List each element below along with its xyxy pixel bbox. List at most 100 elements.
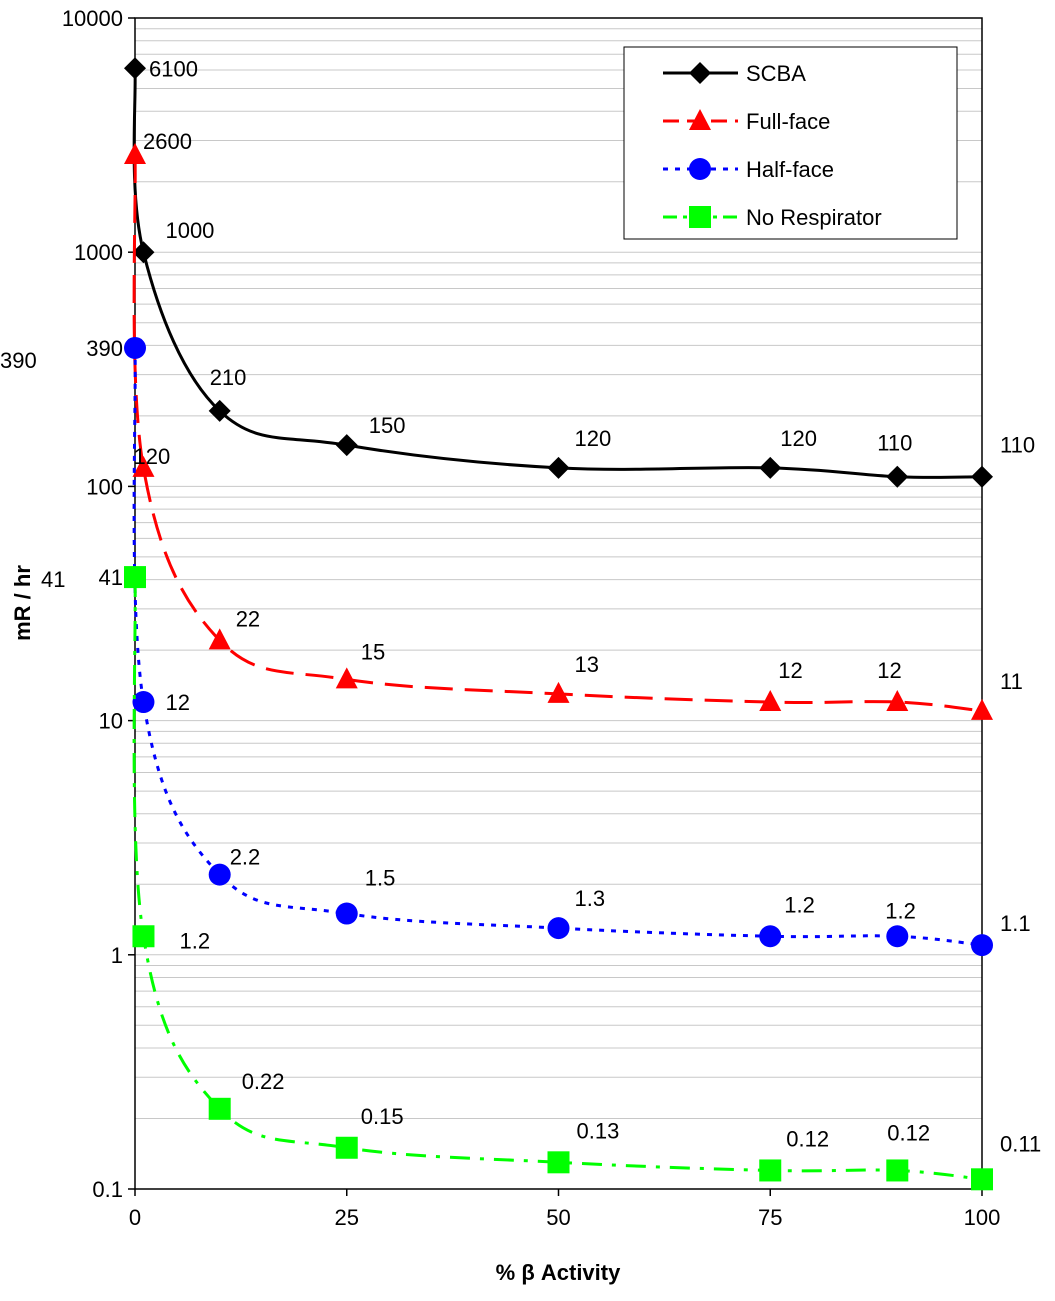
point-square: [335, 1136, 358, 1159]
data-label: 110: [1000, 433, 1035, 458]
data-label: 12: [165, 690, 189, 715]
y-tick-label: 0.1: [92, 1177, 123, 1202]
y-tick-label: 100: [86, 474, 123, 499]
point-square: [132, 925, 155, 948]
series-line: [132, 347, 983, 947]
data-label: 22: [236, 606, 260, 631]
data-label: 1.1: [1000, 911, 1031, 936]
data-label: 1.3: [575, 886, 606, 911]
x-tick-label: 25: [335, 1205, 359, 1230]
point-triangle: [971, 698, 993, 720]
x-tick-label: 50: [546, 1205, 570, 1230]
point-diamond: [335, 434, 358, 457]
point-diamond: [886, 465, 909, 488]
point-triangle: [689, 109, 711, 130]
point-diamond: [208, 399, 231, 422]
point-circle: [759, 925, 782, 948]
point-circle: [689, 158, 711, 180]
data-label: 1000: [165, 218, 214, 243]
legend-item: Full-face: [663, 109, 830, 134]
data-label: 1.2: [179, 928, 210, 953]
x-axis-title: % β Activity: [496, 1260, 621, 1285]
y-axis-title: mR / hr: [10, 565, 35, 641]
point-triangle: [886, 690, 909, 712]
legend-item: No Respirator: [663, 205, 882, 230]
legend-item: Half-face: [663, 157, 834, 182]
data-label: 2.2: [230, 845, 261, 870]
point-circle: [208, 863, 231, 886]
point-triangle: [335, 667, 358, 689]
data-label: 1.5: [365, 866, 396, 891]
data-label: 0.12: [887, 1120, 930, 1145]
point-square: [547, 1151, 570, 1174]
x-tick-label: 75: [758, 1205, 782, 1230]
data-label: 15: [361, 639, 385, 664]
point-diamond: [547, 456, 570, 479]
point-square: [886, 1159, 909, 1182]
point-circle: [124, 336, 146, 359]
data-label: 11: [1000, 669, 1023, 694]
data-label: 120: [575, 426, 612, 451]
data-label: 0.22: [242, 1069, 285, 1094]
point-circle: [547, 917, 570, 940]
point-diamond: [759, 456, 782, 479]
y-tick-label: 390: [86, 336, 123, 361]
y-tick-label: 10000: [62, 6, 123, 31]
series-no-respirator: [124, 566, 993, 1191]
point-circle: [132, 691, 155, 714]
axis-layer: 10000 1000 390 100 41 10 1 0.10 25 50 75 100: [62, 6, 1001, 1230]
data-label: 1.2: [784, 892, 815, 917]
series-half-face: [124, 336, 993, 957]
data-label: 0.15: [361, 1104, 404, 1129]
data-label: 120: [780, 426, 817, 451]
point-triangle: [547, 681, 570, 703]
y-tick-label: 1: [111, 943, 123, 968]
data-label: 12: [778, 658, 802, 683]
series-full-face: [124, 143, 993, 720]
point-square: [124, 566, 146, 589]
legend-label: Half-face: [746, 157, 834, 182]
data-label: 2600: [143, 129, 192, 154]
point-triangle: [759, 690, 782, 712]
y-tick-label: 10: [99, 709, 123, 734]
legend-box: [623, 46, 958, 240]
point-diamond: [689, 62, 711, 84]
x-tick-label: 100: [964, 1205, 1001, 1230]
point-diamond: [124, 57, 146, 80]
data-label: 110: [877, 431, 912, 456]
data-label: 12: [877, 658, 901, 683]
legend-label: SCBA: [746, 61, 806, 86]
point-square: [971, 1168, 993, 1191]
point-triangle: [124, 143, 146, 165]
point-square: [759, 1159, 782, 1182]
point-circle: [335, 902, 358, 925]
point-diamond: [132, 241, 155, 264]
point-triangle: [132, 455, 155, 477]
legend: SCBA Full-face Half-face No Respirator: [623, 46, 958, 240]
legend-label: Full-face: [746, 109, 830, 134]
y-tick-label: 1000: [74, 240, 123, 265]
data-label: 1.2: [885, 898, 916, 923]
series-scba: [124, 57, 993, 488]
data-label: 0.12: [786, 1126, 829, 1151]
data-label: 13: [575, 652, 599, 677]
data-label: 6100: [149, 56, 198, 81]
point-square: [689, 206, 711, 228]
x-tick-label: 0: [129, 1205, 141, 1230]
data-label: 390: [0, 348, 37, 373]
y-tick-label: 41: [99, 565, 123, 590]
point-triangle: [208, 628, 231, 650]
point-circle: [971, 934, 993, 957]
legend-label: No Respirator: [746, 205, 882, 230]
data-label: 41: [41, 567, 65, 592]
legend-item: SCBA: [663, 61, 806, 86]
point-circle: [886, 925, 909, 948]
series-line: [132, 68, 983, 479]
data-label: 210: [210, 365, 247, 390]
data-label: 150: [369, 413, 406, 438]
point-diamond: [971, 465, 993, 488]
data-label: 0.11: [1000, 1131, 1041, 1156]
